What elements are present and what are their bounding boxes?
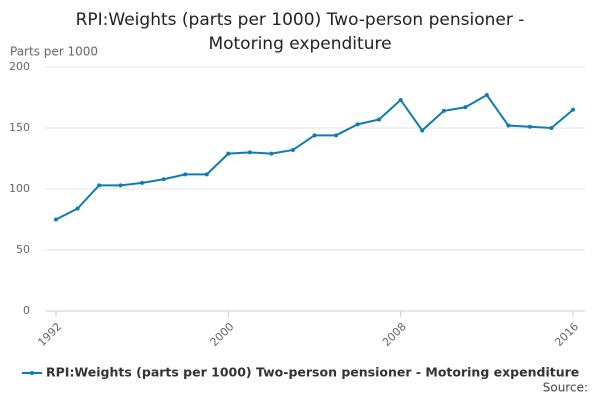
point <box>549 126 554 130</box>
point <box>118 183 123 188</box>
y-tick-label: 100 <box>9 182 30 195</box>
y-tick-label: 200 <box>9 60 30 73</box>
point <box>355 122 360 127</box>
point <box>571 107 575 112</box>
point <box>161 177 166 182</box>
point <box>290 147 295 152</box>
point <box>334 133 339 138</box>
point <box>420 128 425 133</box>
point <box>140 180 145 185</box>
point <box>506 123 511 128</box>
point <box>75 206 80 211</box>
point <box>269 151 274 156</box>
point <box>484 93 489 98</box>
point <box>97 183 102 188</box>
point <box>441 108 446 113</box>
point <box>377 117 382 122</box>
chart-title: RPI:Weights (parts per 1000) Two-person … <box>75 10 525 54</box>
series-line <box>55 93 574 221</box>
y-tick-label: 0 <box>23 304 30 317</box>
point <box>226 151 231 156</box>
point <box>204 172 209 177</box>
point <box>398 97 403 102</box>
point <box>54 217 58 222</box>
x-tick-label: 2016 <box>552 320 581 349</box>
point <box>527 124 532 129</box>
point <box>247 150 252 155</box>
point <box>183 172 188 177</box>
point <box>312 133 317 138</box>
point <box>463 105 468 110</box>
y-axis-label: Parts per 1000 <box>10 45 98 59</box>
y-tick-label: 150 <box>9 121 30 134</box>
x-tick-label: 2008 <box>380 320 409 349</box>
legend-label: RPI:Weights (parts per 1000) Two-person … <box>46 365 579 380</box>
x-tick-label: 2000 <box>208 320 237 349</box>
source: Source: <box>543 381 588 395</box>
x-tick-label: 1992 <box>35 320 64 349</box>
y-tick-label: 50 <box>16 243 30 256</box>
legend-marker <box>30 371 34 375</box>
